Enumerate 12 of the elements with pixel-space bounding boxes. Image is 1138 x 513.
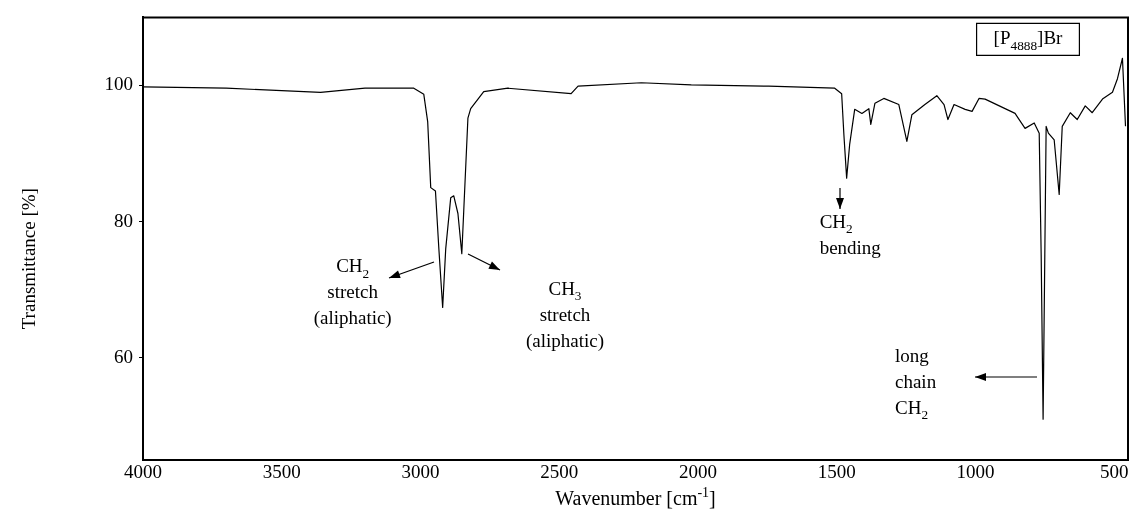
x-tick-label: 1000 [956,461,995,483]
x-tick-label: 500 [1099,461,1129,483]
x-tick-label: 2000 [678,461,717,483]
x-tick-label: 2500 [540,461,579,483]
y-tick-label: 60 [114,345,133,367]
y-axis-title: Transmittance [%] [17,188,39,330]
x-tick-label: 3000 [401,461,440,483]
x-tick-label: 3500 [262,461,301,483]
y-tick-label: 100 [104,73,133,95]
x-tick-label: 1500 [817,461,856,483]
y-tick-label: 80 [114,209,133,231]
x-tick-label: 4000 [124,461,162,483]
